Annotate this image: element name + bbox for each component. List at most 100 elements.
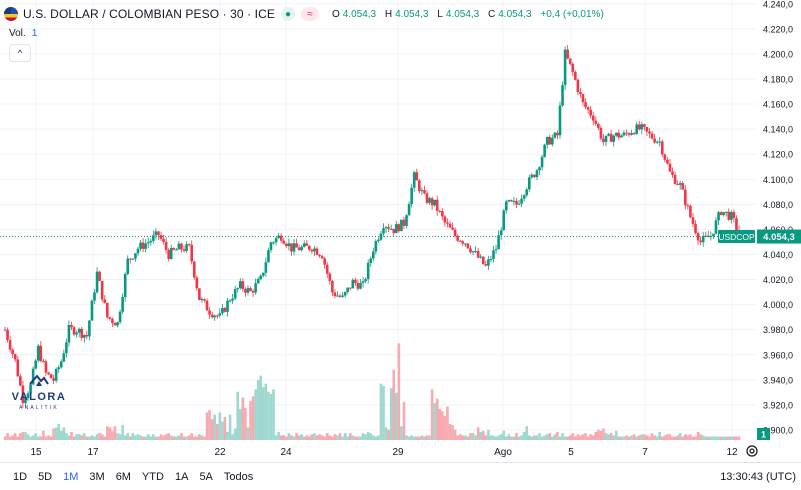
candle xyxy=(356,283,360,289)
chart-canvas[interactable]: 3.900,0 3.920,0 3.940,0 3.960,0 3.980,0 4.000… xyxy=(0,0,801,462)
volume-bar xyxy=(510,436,513,440)
candle xyxy=(686,205,690,207)
range-button-1a[interactable]: 1A xyxy=(174,471,189,483)
range-button-1d[interactable]: 1D xyxy=(13,471,28,483)
candle xyxy=(98,271,101,281)
volume-bar xyxy=(382,385,385,440)
volume-bar xyxy=(162,435,165,440)
candle xyxy=(215,315,219,317)
candle xyxy=(333,292,337,297)
candle xyxy=(612,135,615,142)
candle xyxy=(351,279,355,289)
collapse-legend-button[interactable]: ^ xyxy=(9,44,31,62)
candle xyxy=(190,244,193,262)
candle xyxy=(116,322,119,326)
chart-settings-icon[interactable] xyxy=(745,444,759,458)
range-button-3m[interactable]: 3M xyxy=(89,471,105,483)
range-button-6m[interactable]: 6M xyxy=(115,471,131,483)
candle xyxy=(676,183,679,185)
volume-bar xyxy=(520,435,523,440)
volume-bar xyxy=(98,433,101,440)
volume-bar xyxy=(625,435,628,440)
candle xyxy=(663,154,667,160)
candle xyxy=(152,235,155,241)
candle xyxy=(144,243,147,249)
candle xyxy=(108,317,112,319)
volume-bar xyxy=(323,436,326,440)
y-tick-label: 4.120,0 xyxy=(763,150,793,160)
candle xyxy=(308,245,311,250)
range-button-todos[interactable]: Todos xyxy=(223,471,254,483)
x-tick-label: 7 xyxy=(642,447,648,458)
symbol-header[interactable]: U.S. DOLLAR / COLOMBIAN PESO · 30 · ICE … xyxy=(4,5,607,23)
range-button-ytd[interactable]: YTD xyxy=(141,471,164,483)
volume-bar xyxy=(558,436,562,440)
candle xyxy=(484,264,488,266)
volume-bar xyxy=(164,434,168,440)
candle xyxy=(701,236,705,243)
candle xyxy=(136,248,140,254)
volume-bar xyxy=(607,434,610,440)
volume-bar xyxy=(31,435,35,440)
last-price-tag xyxy=(757,229,801,244)
candle xyxy=(162,238,165,242)
volume-legend[interactable]: Vol. 1 xyxy=(9,28,37,39)
candle xyxy=(26,393,30,399)
candle xyxy=(620,135,623,138)
candle xyxy=(694,223,697,234)
candle xyxy=(88,320,91,337)
candle xyxy=(609,133,613,142)
range-button-5d[interactable]: 5D xyxy=(38,471,53,483)
candle xyxy=(126,258,130,275)
candle xyxy=(172,247,176,250)
volume-bar xyxy=(42,430,45,440)
volume-value: 1 xyxy=(31,28,38,39)
candle xyxy=(221,307,224,314)
volume-bar xyxy=(727,436,731,440)
volume-tag-label: 1 xyxy=(761,430,766,440)
volume-bar xyxy=(57,423,61,440)
volume-bar xyxy=(121,425,124,440)
volume-bar xyxy=(494,436,498,440)
volume-bar xyxy=(443,415,447,440)
candle xyxy=(364,279,367,282)
candle xyxy=(277,235,280,239)
volume-bar xyxy=(671,436,674,440)
range-button-1m[interactable]: 1M xyxy=(63,471,79,483)
volume-bar xyxy=(300,434,303,440)
volume-bar xyxy=(502,430,506,440)
volume-bar xyxy=(522,431,526,440)
symbol-title[interactable]: U.S. DOLLAR / COLOMBIAN PESO · 30 · ICE xyxy=(23,7,275,21)
high-value: 4.054,3 xyxy=(395,8,429,20)
candle xyxy=(3,329,7,331)
candle xyxy=(226,300,229,312)
candle xyxy=(635,124,639,134)
volume-bar xyxy=(146,434,150,440)
volume-bar xyxy=(556,431,559,440)
price-chart[interactable]: 3.900,0 3.920,0 3.940,0 3.960,0 3.980,0 4.000… xyxy=(0,0,801,462)
x-tick-label: Ago xyxy=(494,447,512,458)
indicator-toggle-icon[interactable]: ≈ xyxy=(300,7,319,21)
volume-bar xyxy=(93,436,96,440)
clock-readout[interactable]: 13:30:43 (UTC) xyxy=(720,471,796,483)
volume-bar xyxy=(246,427,250,440)
candle xyxy=(254,283,257,293)
candle xyxy=(533,174,536,178)
candle xyxy=(361,281,365,283)
date-range-selector[interactable]: 1D 5D 1M 3M 6M YTD 1A 5A Todos xyxy=(13,471,253,483)
candle xyxy=(57,367,61,369)
candle xyxy=(735,218,738,231)
volume-bar xyxy=(274,435,278,440)
range-button-5a[interactable]: 5A xyxy=(199,471,213,483)
volume-bar xyxy=(218,412,222,440)
volume-bar xyxy=(65,433,68,440)
volume-bar xyxy=(456,435,459,440)
volume-bar xyxy=(297,435,301,440)
candle xyxy=(476,251,480,258)
high-label: H xyxy=(384,8,393,20)
market-status-icon[interactable]: ● xyxy=(280,7,295,21)
candle xyxy=(637,124,641,130)
candle xyxy=(446,222,449,224)
volume-bar xyxy=(36,436,40,440)
volume-bar xyxy=(262,387,265,440)
